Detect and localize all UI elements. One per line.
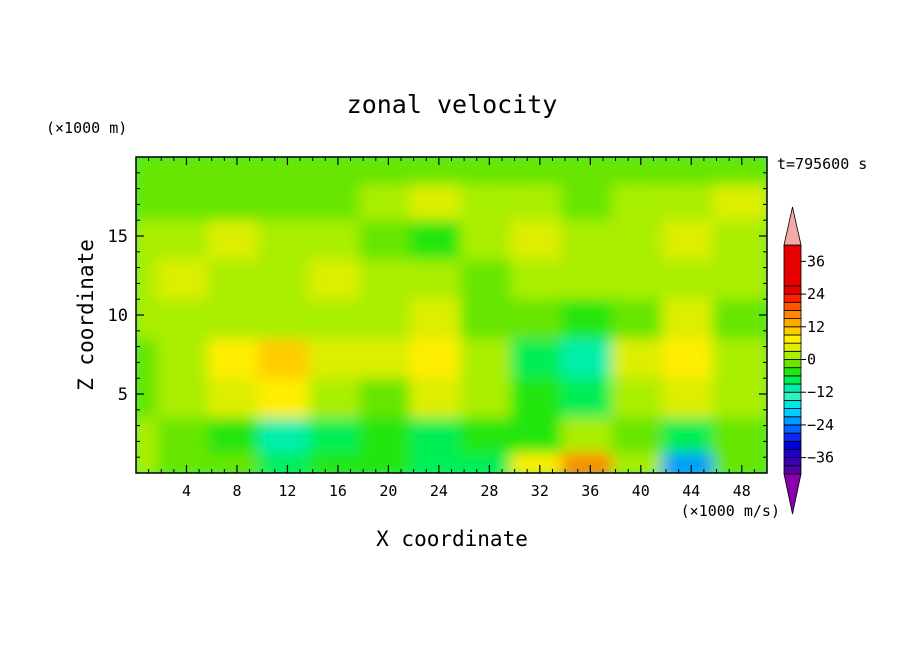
x-tick-label: 8 [232,482,241,500]
x-tick-label: 44 [682,482,700,500]
y-tick-label: 5 [118,385,128,405]
colorbar-tick-label: 36 [807,252,825,270]
colorbar-swatch [783,457,802,467]
colorbar-under-arrow [783,473,802,515]
colorbar-swatch [783,383,802,393]
x-axis: 4 8 12 16 20 24 28 32 36 40 44 48 [148,157,755,500]
colorbar-swatch [783,449,802,459]
colorbar-swatch [783,293,802,303]
y-axis-label: Z coordinate [74,239,98,391]
field-cells [136,157,767,473]
colorbar-swatch [783,465,802,475]
x-tick-label: 20 [379,482,397,500]
colorbar-swatch [783,350,802,360]
x-tick-label: 32 [531,482,549,500]
chart-title: zonal velocity [347,90,558,119]
x-tick-label: 12 [278,482,296,500]
colorbar-swatch [783,408,802,418]
x-tick-label: 36 [581,482,599,500]
colorbar-swatch [783,342,802,352]
contour-field [136,157,767,473]
x-tick-label: 40 [632,482,650,500]
x-axis-label: X coordinate [376,527,528,551]
x-tick-label: 24 [430,482,448,500]
colorbar-swatch [783,367,802,377]
colorbar-tick-label: −12 [807,383,834,401]
field-cell [712,157,767,185]
colorbar-swatch [783,432,802,442]
colorbar-swatch [783,424,802,434]
colorbar-over-arrow [783,206,802,246]
y-axis: 5 10 15 [108,172,767,458]
x-tick-label: 48 [733,482,751,500]
colorbar-swatch [783,334,802,344]
colorbar-swatch [783,359,802,369]
y-unit-label: (×1000 m) [46,119,127,137]
colorbar-swatch [783,416,802,426]
x-tick-label: 28 [480,482,498,500]
colorbar-swatch [783,285,802,295]
y-tick-label: 15 [108,227,128,247]
colorbar: 36 24 12 0 −12 −24 −36 [783,206,834,515]
colorbar-swatch [783,318,802,328]
colorbar-swatch [783,310,802,320]
x-tick-label: 16 [329,482,347,500]
colorbar-swatch [783,391,802,401]
colorbar-tick-label: −36 [807,449,834,467]
colorbar-swatch [783,399,802,409]
x-tick-label: 4 [182,482,191,500]
y-tick-label: 10 [108,306,128,326]
colorbar-swatch [783,375,802,385]
time-label: t=795600 s [777,155,867,173]
colorbar-swatch [783,326,802,336]
colorbar-tick-label: −24 [807,416,834,434]
colorbar-tick-label: 0 [807,351,816,369]
colorbar-swatch [783,440,802,450]
colorbar-tick-label: 24 [807,285,825,303]
colorbar-swatch [783,244,802,287]
colorbar-tick-label: 12 [807,318,825,336]
x-unit-label: (×1000 m/s) [681,502,780,520]
colorbar-swatch [783,301,802,311]
